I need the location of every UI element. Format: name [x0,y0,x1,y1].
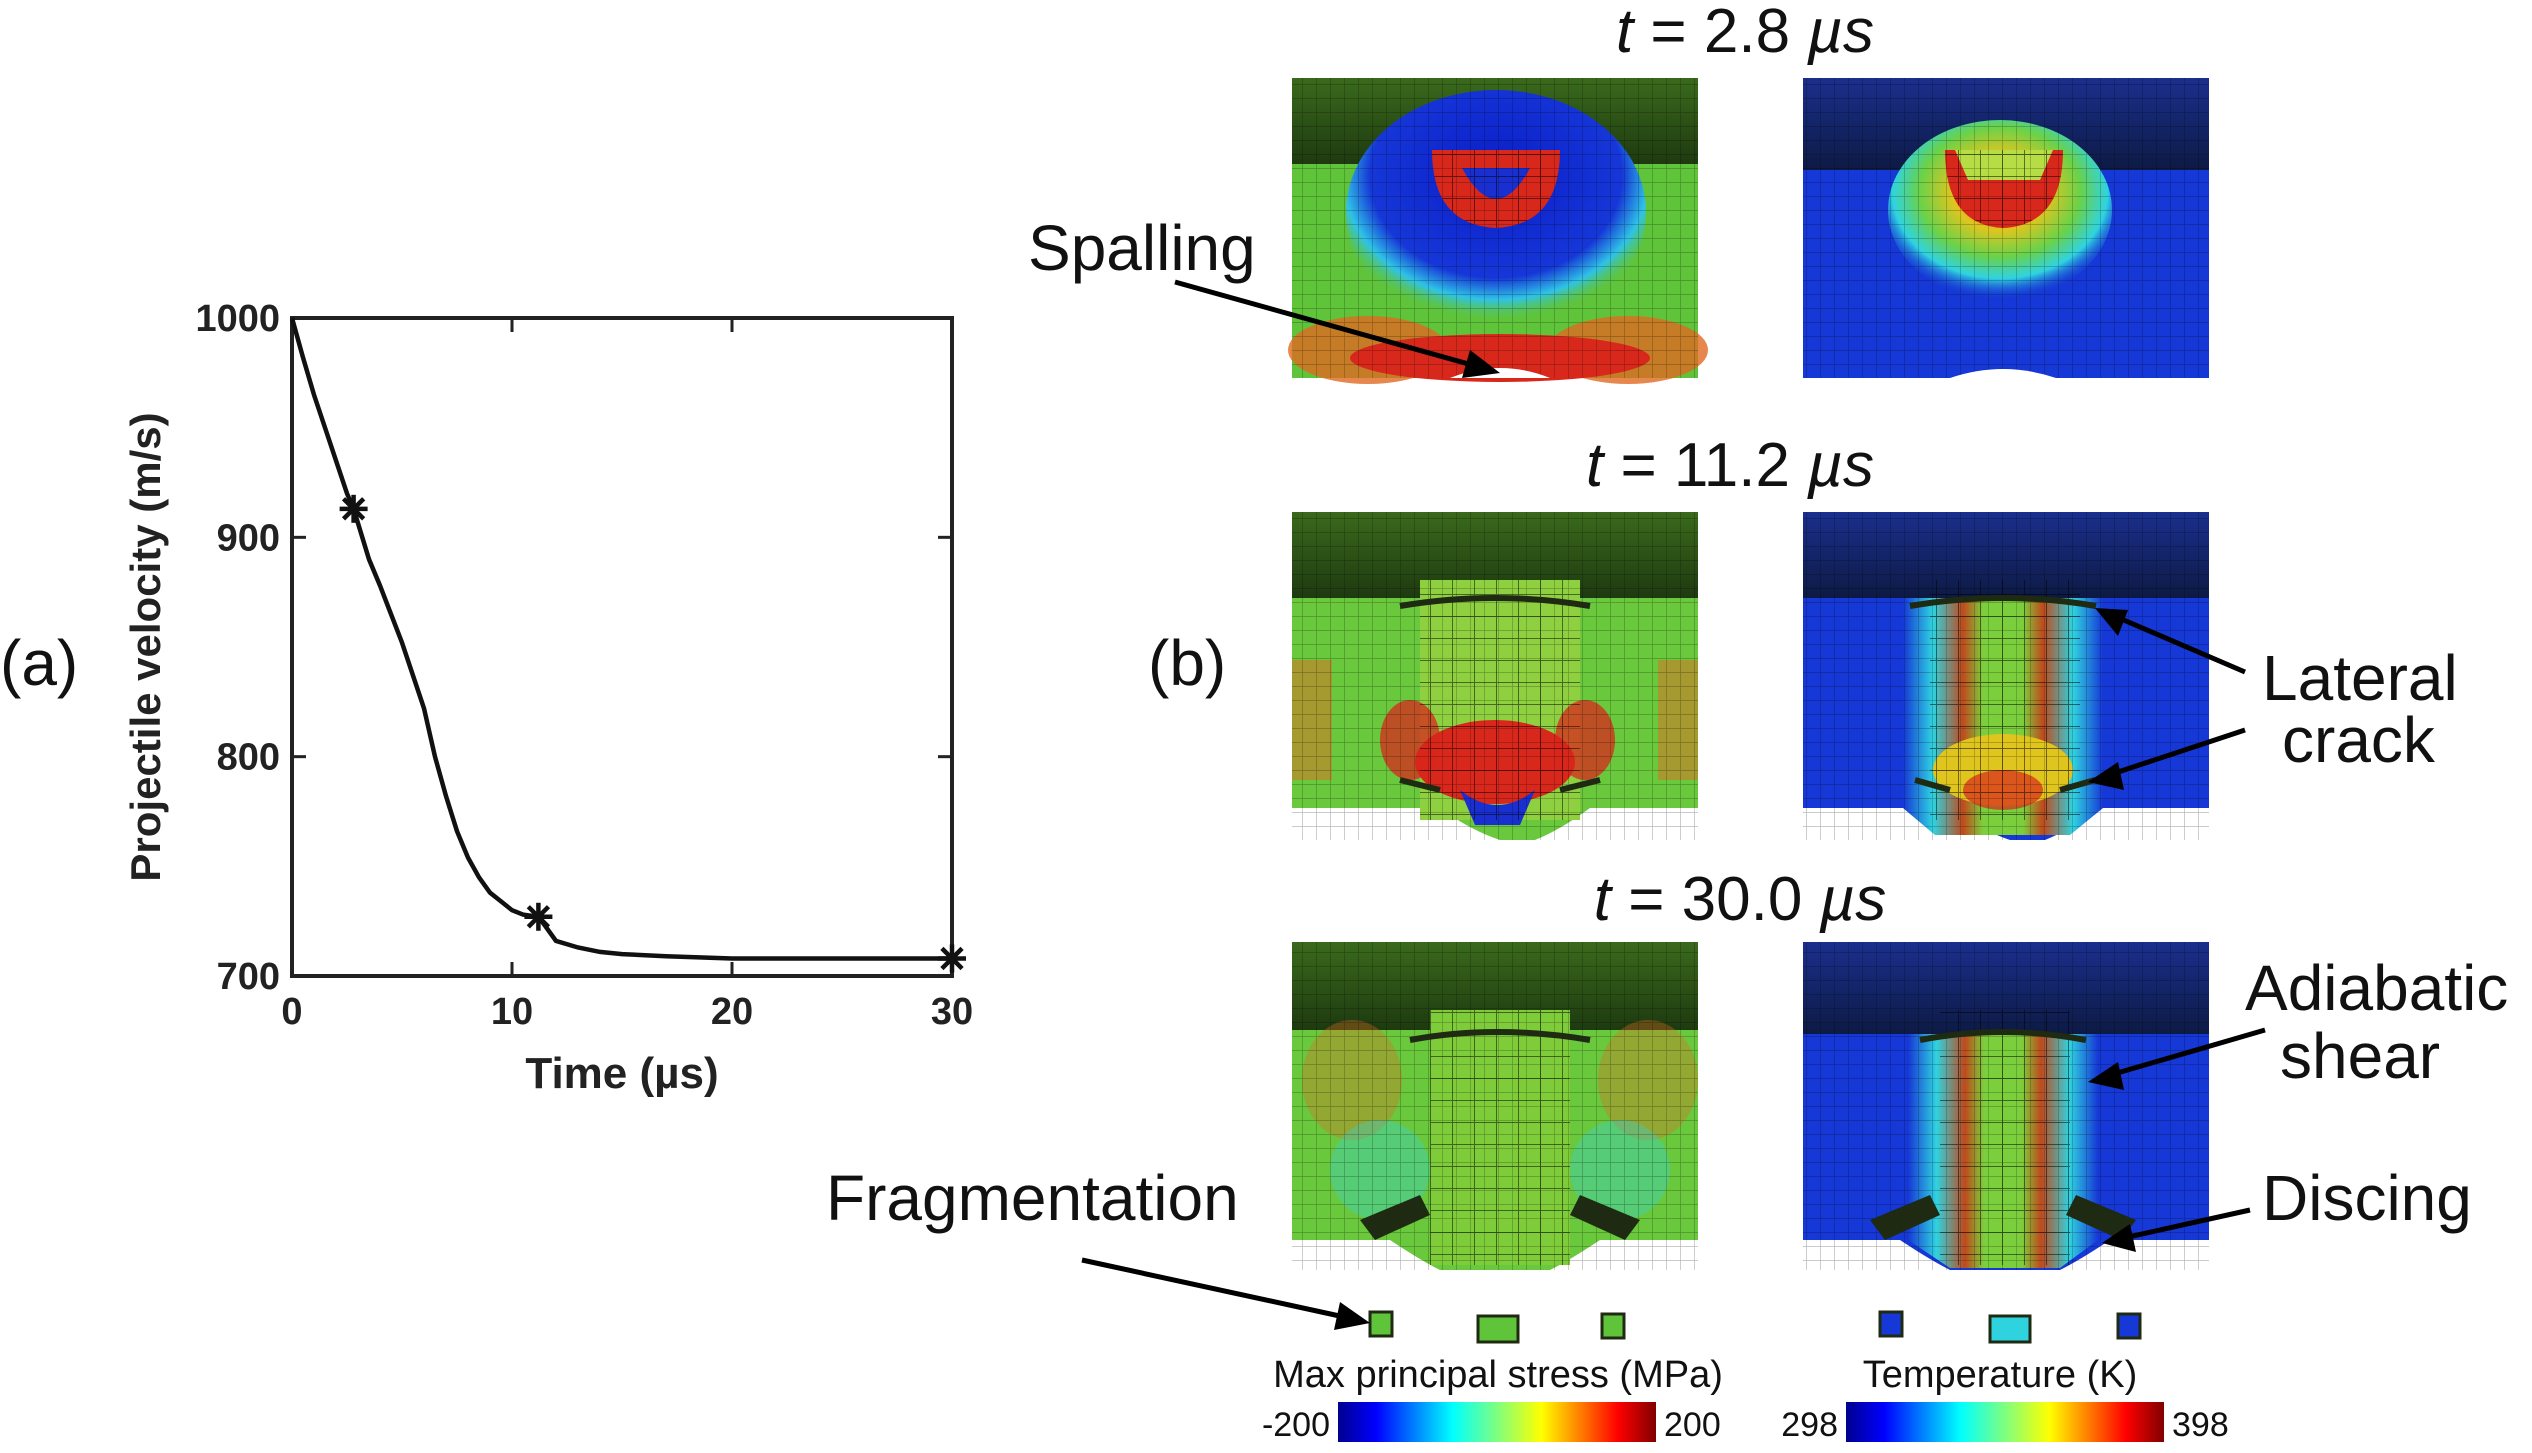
velocity-chart: 0 10 20 30 700 800 900 1000 Time (µs) Projectil… [122,298,973,1098]
fragments-stress [1368,1310,1626,1344]
star-marker [524,902,553,931]
time-value: = 30.0 [1611,865,1820,934]
time-label-3: t = 30.0 µs [1594,865,1887,934]
fragments-temp [1878,1310,2142,1344]
y-tick-label: 900 [217,517,280,559]
time-label-1: t = 2.8 µs [1616,0,1874,66]
x-tick-label: 20 [711,991,753,1033]
annotation-fragmentation: Fragmentation [826,1162,1239,1234]
annotation-adiabatic-line2: shear [2280,1020,2440,1092]
colorbar-temp-max: 398 [2172,1406,2229,1444]
time-unit: µs [1806,0,1874,66]
x-tick-label: 0 [281,991,302,1033]
arrow-discing [2114,1207,2251,1243]
arrow-fragmentation [1081,1257,1359,1323]
sim-temp-t2 [1803,512,2209,840]
arrow-adiabatic [2099,1027,2266,1081]
sim-stress-t1 [1288,78,1708,384]
panel-a: (a) 0 10 20 30 700 800 900 1000 Time (µs) Proje… [0,298,973,1098]
arrow-lateral-upper [2104,609,2246,675]
time-value: = 2.8 [1633,0,1807,66]
arrow-lateral-lower [2099,727,2246,781]
y-axis-label: Projectile velocity (m/s) [122,412,169,881]
time-label-2: t = 11.2 µs [1586,431,1874,500]
arrowhead-lateral-lower [2088,762,2124,790]
x-tick-label: 10 [491,991,533,1033]
time-unit: µs [1819,865,1887,934]
x-tick-label: 30 [931,991,973,1033]
chart-frame [290,316,954,978]
time-unit: µs [1806,431,1874,500]
sim-stress-t2 [1292,512,1698,840]
colorbar-stress-max: 200 [1664,1406,1721,1444]
y-tick-label: 700 [217,956,280,998]
time-symbol: t [1616,0,1636,66]
annotation-discing: Discing [2262,1162,2472,1234]
colorbar-temperature: Temperature (K) 298 398 [1781,1354,2228,1444]
arrow-spalling [1174,279,1491,373]
arrowhead-lateral-upper [2095,608,2128,636]
annotation-lateral-line1: Lateral [2262,642,2458,714]
x-axis-label: Time (µs) [525,1049,718,1098]
velocity-series-line [289,317,952,961]
colorbar-stress: Max principal stress (MPa) -200 200 [1262,1354,1723,1444]
sim-temp-t1 [1803,78,2209,378]
arrowhead-adiabatic [2088,1062,2124,1090]
star-marker-stroke [526,905,551,929]
colorbar-temp-gradient [1846,1402,2164,1442]
panel-a-label: (a) [0,627,78,699]
arrowhead-fragmentation [1334,1302,1370,1330]
panel-b-label: (b) [1148,627,1226,699]
star-marker [339,494,368,523]
star-marker-stroke [341,497,366,521]
time-value: = 11.2 [1603,431,1807,500]
colorbar-temp-min: 298 [1781,1406,1838,1444]
chart-markers [339,494,966,973]
annotation-lateral-line2: crack [2282,704,2436,776]
time-symbol: t [1594,865,1614,934]
time-symbol: t [1586,431,1606,500]
colorbar-stress-gradient [1338,1402,1656,1442]
colorbar-stress-title: Max principal stress (MPa) [1273,1354,1723,1396]
y-tick-label: 800 [217,737,280,779]
panel-b: (b) t = 2.8 µs t = 11.2 µs t = 30.0 µs [826,0,2508,1444]
star-marker [938,944,966,973]
y-tick-label: 1000 [195,298,280,340]
sim-temp-t3 [1803,942,2209,1270]
arrowhead-discing [2102,1224,2136,1252]
star-marker-stroke [940,946,964,971]
sim-stress-t3 [1292,942,1698,1270]
annotation-adiabatic-line1: Adiabatic [2245,952,2508,1024]
annotation-spalling: Spalling [1028,212,1256,284]
colorbar-temp-title: Temperature (K) [1863,1354,2138,1396]
chart-ticks: 0 10 20 30 700 800 900 1000 [195,298,973,1033]
arrowhead-spalling [1462,350,1500,378]
colorbar-stress-min: -200 [1262,1406,1330,1444]
